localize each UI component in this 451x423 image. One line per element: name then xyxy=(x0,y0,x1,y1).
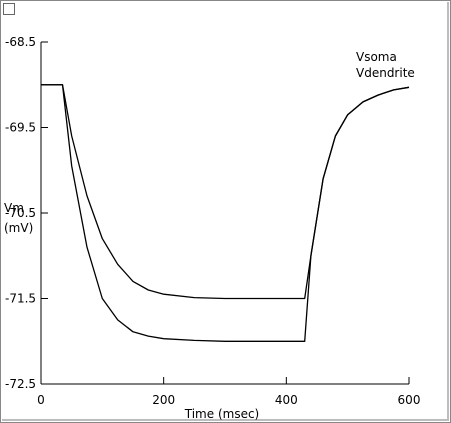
window-menu-box[interactable] xyxy=(3,3,15,15)
y-tick-label: -68.5 xyxy=(5,35,36,49)
series-line-vsoma xyxy=(41,84,410,300)
window-shadow-right xyxy=(447,2,449,421)
y-tick-label: -71.5 xyxy=(5,292,36,306)
x-tick-label: 200 xyxy=(152,393,175,407)
y-axis-label-line2: (mV) xyxy=(4,221,33,235)
x-tick-label: 600 xyxy=(398,393,421,407)
series-line-vdendrite xyxy=(41,84,410,342)
y-axis-label-line1: Vm xyxy=(4,201,24,215)
y-tick-label: -72.5 xyxy=(5,377,36,391)
axis-labels: Vm (mV) Time (msec) xyxy=(4,201,259,421)
x-tick-label: 400 xyxy=(275,393,298,407)
window-shadow-bottom xyxy=(2,419,449,421)
x-axis-label: Time (msec) xyxy=(184,407,259,421)
y-tick-label: -70.5 xyxy=(5,206,36,220)
axes: 0 200 400 600 -68.5 -69.5 -70.5 -71.5 -72.5 xyxy=(5,35,420,407)
legend: Vsoma Vdendrite xyxy=(356,50,415,80)
y-tick-label: -69.5 xyxy=(5,121,36,135)
series-lines xyxy=(41,84,410,342)
legend-item-vsoma: Vsoma xyxy=(356,50,397,64)
x-tick-label: 0 xyxy=(37,393,45,407)
legend-item-vdendrite: Vdendrite xyxy=(356,66,415,80)
